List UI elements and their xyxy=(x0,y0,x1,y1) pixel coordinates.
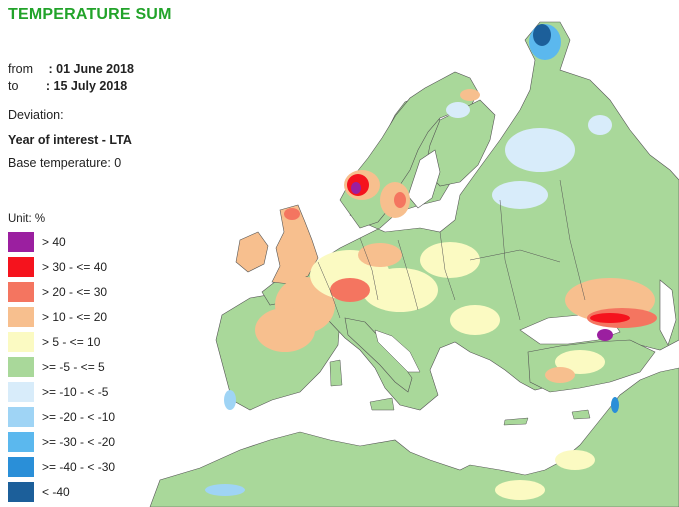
north-africa-land xyxy=(149,367,679,507)
cyprus-land xyxy=(571,409,591,420)
legend-unit: Unit: % xyxy=(8,213,46,225)
legend-label: >= -20 - < -10 xyxy=(42,409,116,424)
legend-item: >= -40 - < -30 xyxy=(8,454,115,479)
legend-item: > 40 xyxy=(8,229,115,254)
adriatic-sea-water xyxy=(374,329,421,373)
from-label: from xyxy=(8,62,33,76)
crete-land xyxy=(503,417,529,426)
legend-label: > 30 - <= 40 xyxy=(42,259,108,274)
to-value: : 15 July 2018 xyxy=(45,79,128,93)
legend-label: >= -40 - < -30 xyxy=(42,459,116,474)
legend-item: > 10 - <= 20 xyxy=(8,304,115,329)
from-value: : 01 June 2018 xyxy=(48,62,134,76)
legend-label: > 10 - <= 20 xyxy=(42,309,108,324)
comparison-label: Year of interest - LTA xyxy=(8,133,132,147)
legend-item: >= -5 - <= 5 xyxy=(8,354,115,379)
legend-item: >= -10 - < -5 xyxy=(8,379,115,404)
legend-swatch xyxy=(8,381,34,402)
legend-swatch xyxy=(8,281,34,302)
legend-item: > 5 - <= 10 xyxy=(8,329,115,354)
baltic-sea-water xyxy=(407,149,441,209)
base-temperature: Base temperature: 0 xyxy=(8,156,122,170)
legend-swatch xyxy=(8,306,34,327)
legend-label: >= -10 - < -5 xyxy=(42,384,109,399)
legend-item: > 20 - <= 30 xyxy=(8,279,115,304)
deviation-patches xyxy=(205,24,657,500)
legend-swatch xyxy=(8,331,34,352)
legend-swatch xyxy=(8,356,34,377)
legend-label: < -40 xyxy=(42,484,70,499)
map-title: TEMPERATURE SUM xyxy=(8,6,172,23)
italy-land xyxy=(344,317,413,393)
legend-swatch xyxy=(8,481,34,502)
legend-items: > 40 > 30 - <= 40 > 20 - <= 30 > 10 - <= 20… xyxy=(8,229,115,504)
legend-label: >= -30 - < -20 xyxy=(42,434,116,449)
legend-item: > 30 - <= 40 xyxy=(8,254,115,279)
legend-label: >= -5 - <= 5 xyxy=(42,359,105,374)
legend: Unit: % > 40 > 30 - <= 40 > 20 - <= 30 > 10… xyxy=(8,213,115,504)
legend-item: < -40 xyxy=(8,479,115,504)
legend-swatch xyxy=(8,231,34,252)
sicily-land xyxy=(369,397,395,411)
legend-swatch xyxy=(8,431,34,452)
sardinia-land xyxy=(329,359,343,387)
legend-label: > 5 - <= 10 xyxy=(42,334,101,349)
caspian-sea-water xyxy=(659,279,677,346)
legend-label: > 20 - <= 30 xyxy=(42,284,108,299)
legend-item: >= -30 - < -20 xyxy=(8,429,115,454)
period-to: to : 15 July 2018 xyxy=(8,79,127,93)
ireland-land xyxy=(235,231,269,273)
legend-label: > 40 xyxy=(42,234,66,249)
to-label: to xyxy=(8,79,19,93)
period-from: from : 01 June 2018 xyxy=(8,62,134,76)
deviation-label: Deviation: xyxy=(8,108,64,122)
legend-swatch xyxy=(8,456,34,477)
legend-item: >= -20 - < -10 xyxy=(8,404,115,429)
country-borders xyxy=(317,179,586,321)
legend-swatch xyxy=(8,406,34,427)
legend-swatch xyxy=(8,256,34,277)
